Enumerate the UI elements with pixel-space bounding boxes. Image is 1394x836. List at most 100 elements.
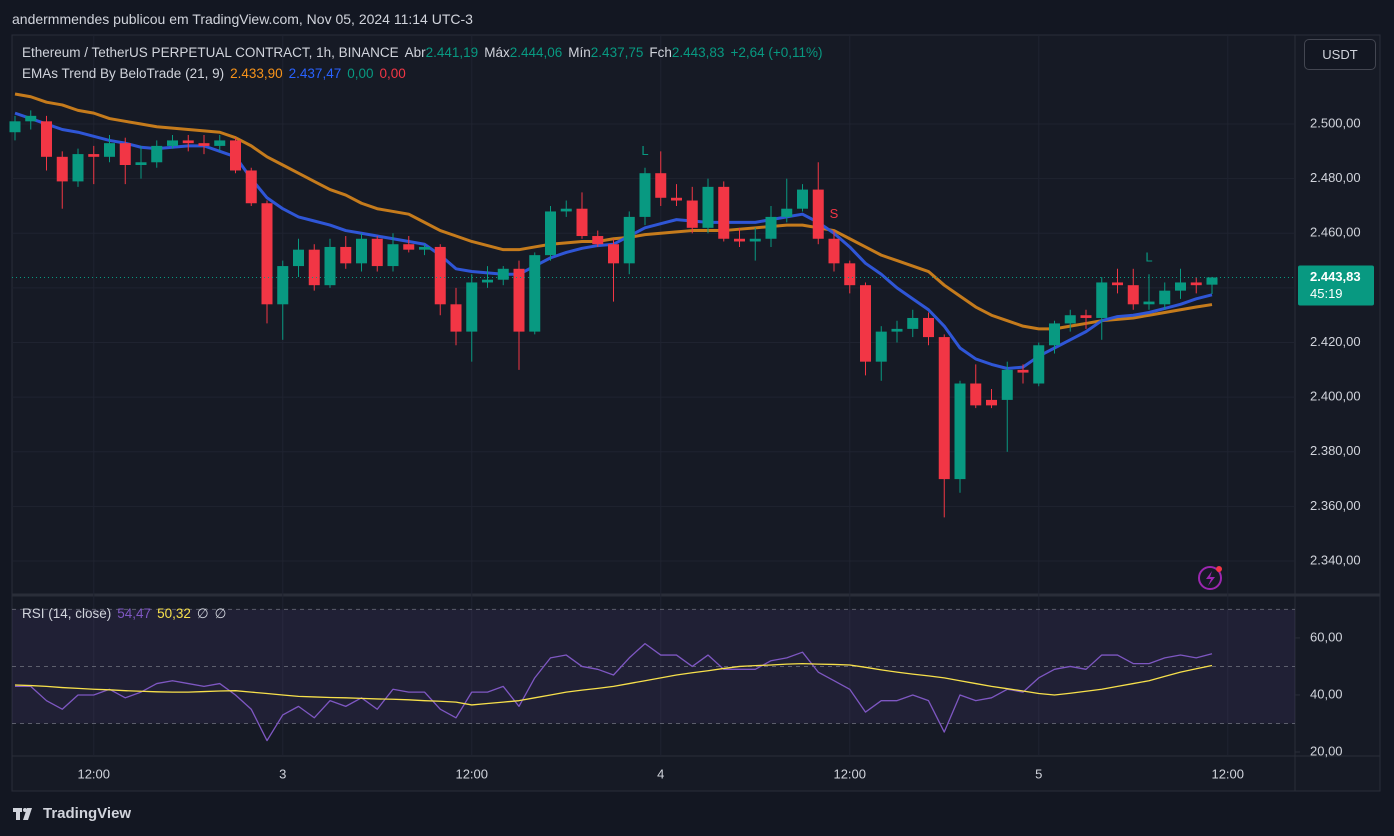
countdown-label: 45:19 bbox=[1310, 286, 1343, 301]
rsi-tick-label: 20,00 bbox=[1310, 743, 1343, 758]
candle-body bbox=[1112, 282, 1123, 286]
candle-body bbox=[702, 186, 714, 228]
x-tick-label: 12:00 bbox=[455, 766, 488, 781]
ohlc-key: Máx bbox=[484, 45, 510, 60]
candle-body bbox=[293, 249, 304, 267]
candle-body bbox=[198, 143, 210, 146]
candle-body bbox=[104, 143, 115, 157]
candle-body bbox=[497, 268, 509, 280]
candle-body bbox=[608, 244, 619, 264]
candle-body bbox=[1143, 301, 1155, 305]
candle-body bbox=[1190, 282, 1202, 286]
candle-body bbox=[1064, 315, 1076, 324]
candle-body bbox=[261, 203, 273, 305]
candle-body bbox=[655, 173, 667, 198]
rsi-title: RSI (14, close) bbox=[22, 606, 112, 621]
candle-body bbox=[371, 238, 383, 267]
x-tick-label: 3 bbox=[279, 766, 286, 781]
candle-body bbox=[513, 268, 525, 332]
candle-body bbox=[1175, 282, 1186, 291]
signal-label: L bbox=[641, 143, 648, 158]
candle-body bbox=[434, 246, 446, 305]
candle-body bbox=[72, 154, 84, 182]
ohlc-key: Abr bbox=[404, 45, 426, 60]
last-price-box bbox=[1298, 265, 1374, 306]
candle-body bbox=[1080, 315, 1092, 318]
candle-body bbox=[1033, 345, 1045, 384]
candle-body bbox=[214, 140, 226, 146]
candle-body bbox=[482, 279, 493, 283]
candle-body bbox=[56, 156, 68, 182]
candle-body bbox=[1159, 290, 1171, 305]
candle-body bbox=[387, 244, 399, 267]
rsi-value: 54,47 bbox=[117, 606, 152, 621]
candle-body bbox=[119, 143, 131, 166]
rsi-tick-label: 40,00 bbox=[1310, 686, 1343, 701]
symbol-title: Ethereum / TetherUS PERPETUAL CONTRACT, … bbox=[22, 45, 399, 60]
rsi-tick-label: 60,00 bbox=[1310, 629, 1343, 644]
candle-body bbox=[230, 140, 241, 171]
ohlc-value: 2.443,83 bbox=[671, 45, 725, 60]
candle-body bbox=[1096, 282, 1108, 318]
ohlc-key: Mín bbox=[568, 45, 591, 60]
candle-body bbox=[450, 304, 462, 332]
publisher-header: andermmendes publicou em TradingView.com… bbox=[12, 11, 473, 27]
candle-body bbox=[1049, 323, 1060, 346]
candle-body bbox=[419, 246, 430, 250]
alert-icon-bolt bbox=[1206, 571, 1215, 586]
candle-body bbox=[954, 383, 966, 480]
x-tick-label: 5 bbox=[1035, 766, 1042, 781]
candle-body bbox=[340, 246, 352, 264]
candle-body bbox=[718, 186, 730, 239]
candle-body bbox=[686, 200, 698, 228]
candle-body bbox=[1017, 369, 1029, 373]
candle-body bbox=[1206, 277, 1218, 285]
candle-body bbox=[828, 238, 840, 264]
change-label: +2,64 (+0,11%) bbox=[730, 45, 823, 60]
x-tick-label: 12:00 bbox=[77, 766, 110, 781]
alert-icon[interactable] bbox=[1198, 566, 1222, 590]
indicator-line bbox=[15, 642, 1213, 742]
currency-button[interactable]: USDT bbox=[1304, 39, 1376, 70]
candle-body bbox=[734, 238, 745, 242]
indicator-value: 0,00 bbox=[347, 66, 374, 81]
candle-body bbox=[41, 121, 52, 157]
y-tick-label: 2.420,00 bbox=[1310, 334, 1361, 349]
rsi-value: 50,32 bbox=[157, 606, 191, 621]
candle-body bbox=[545, 211, 556, 256]
candle-body bbox=[781, 208, 793, 217]
candle-body bbox=[403, 244, 415, 250]
candle-body bbox=[907, 317, 919, 329]
candle-body bbox=[938, 337, 950, 480]
candle-body bbox=[860, 285, 871, 362]
indicator-name: EMAs Trend By BeloTrade (21, 9) bbox=[22, 66, 225, 81]
y-tick-label: 2.340,00 bbox=[1310, 552, 1361, 567]
y-tick-label: 2.360,00 bbox=[1310, 498, 1361, 513]
y-tick-label: 2.400,00 bbox=[1310, 389, 1361, 404]
x-tick-label: 4 bbox=[657, 766, 664, 781]
symbol-legend: Ethereum / TetherUS PERPETUAL CONTRACT, … bbox=[22, 45, 829, 60]
candle-body bbox=[1001, 369, 1013, 400]
candle-body bbox=[923, 317, 934, 338]
candle-body bbox=[245, 170, 257, 204]
indicator-value: 2.437,47 bbox=[288, 66, 342, 81]
candle-body bbox=[151, 145, 163, 163]
candle-body bbox=[970, 383, 982, 406]
candle-body bbox=[592, 236, 604, 245]
candle-body bbox=[277, 266, 289, 305]
footer-logo: TradingView bbox=[43, 805, 132, 822]
candle-body bbox=[797, 189, 808, 209]
candle-body bbox=[765, 216, 777, 239]
x-tick-label: 12:00 bbox=[1211, 766, 1244, 781]
candle-body bbox=[324, 246, 336, 286]
ohlc-value: 2.441,19 bbox=[425, 45, 479, 60]
candle-body bbox=[182, 140, 194, 144]
candle-body bbox=[844, 263, 856, 286]
candle-body bbox=[88, 154, 100, 157]
ohlc-value: 2.437,75 bbox=[590, 45, 644, 60]
y-tick-label: 2.460,00 bbox=[1310, 225, 1361, 240]
alert-dot bbox=[1216, 566, 1222, 572]
indicator-line bbox=[14, 662, 1213, 706]
candle-body bbox=[308, 249, 320, 286]
candle-body bbox=[639, 173, 651, 217]
